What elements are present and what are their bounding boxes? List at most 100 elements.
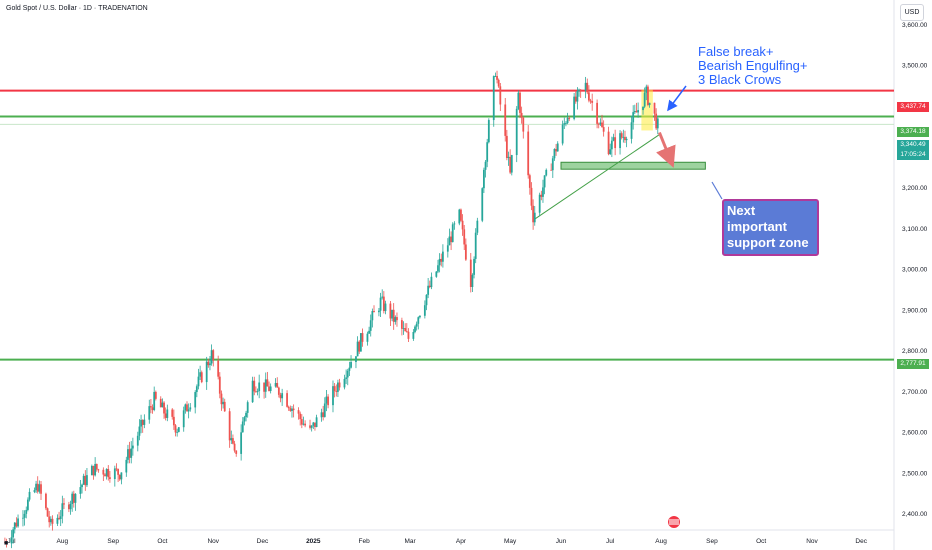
candle-body	[414, 326, 416, 332]
candle-body	[197, 376, 200, 387]
candle-body	[460, 209, 462, 221]
x-tick-label: Nov	[207, 538, 219, 545]
candle-body	[71, 493, 74, 504]
candle-body	[176, 431, 179, 433]
x-tick-label: Sep	[706, 538, 718, 545]
candle-body	[407, 331, 410, 339]
candle-body	[504, 104, 507, 136]
pattern-annotation: False break+ Bearish Engulfing+ 3 Black …	[698, 44, 808, 87]
candle-body	[355, 356, 357, 363]
candle-body	[561, 124, 564, 144]
candle-body	[86, 475, 88, 486]
candle-body	[194, 392, 197, 408]
candle-body	[448, 236, 451, 246]
candle-body	[624, 136, 626, 141]
candle-body	[256, 391, 259, 392]
candle-body	[609, 149, 612, 155]
candle-body	[104, 474, 106, 477]
candle-body	[143, 419, 146, 425]
candle-body	[187, 409, 190, 412]
candle-body	[58, 517, 60, 520]
candle-body	[486, 142, 489, 162]
candle-body	[578, 89, 580, 92]
candle-body	[425, 294, 428, 306]
candle-body	[241, 421, 244, 433]
rising-trendline	[532, 134, 660, 221]
candle-body	[543, 175, 546, 188]
candle-body	[195, 386, 198, 393]
candle-body	[79, 487, 82, 494]
candle-body	[279, 394, 282, 399]
candle-body	[161, 402, 164, 408]
candle-body	[25, 509, 28, 514]
candle-body	[315, 417, 318, 427]
candle-body	[568, 117, 571, 119]
candle-body	[230, 438, 233, 441]
candle-body	[450, 236, 453, 243]
candle-body	[382, 296, 385, 312]
candle-body	[384, 303, 387, 312]
candle-body	[300, 419, 303, 425]
candle-body	[292, 408, 295, 411]
candle-body	[499, 86, 502, 105]
candle-body	[163, 402, 165, 414]
candle-body	[614, 137, 617, 149]
candle-body	[245, 412, 247, 418]
x-tick-label: May	[504, 538, 517, 545]
candle-body	[164, 413, 167, 418]
candle-body	[51, 518, 54, 524]
x-tick-label: Oct	[756, 538, 766, 545]
candle-body	[517, 92, 520, 109]
candle-body	[635, 110, 638, 113]
currency-button[interactable]: USD	[900, 4, 924, 21]
candle-body	[630, 122, 633, 139]
candle-body	[335, 390, 338, 392]
candle-body	[314, 422, 316, 427]
candle-body	[172, 416, 175, 426]
candle-body	[404, 328, 407, 332]
candle-body	[5, 542, 8, 544]
y-tick-label: 2,800.00	[902, 348, 928, 355]
candle-body	[476, 220, 479, 233]
candle-body	[182, 410, 185, 428]
candle-body	[171, 409, 174, 417]
candle-body	[446, 245, 449, 252]
candle-body	[325, 396, 328, 404]
candle-body	[648, 102, 651, 105]
candle-body	[302, 423, 305, 425]
x-tick-label: Aug	[655, 538, 667, 545]
candle-body	[120, 472, 123, 480]
candle-body	[481, 188, 484, 221]
candle-body	[45, 493, 47, 509]
candle-body	[440, 258, 443, 262]
support-zone-annotation: Next important support zone	[722, 199, 819, 256]
candle-body	[320, 412, 323, 418]
candle-body	[519, 92, 521, 113]
y-tick-label: 2,600.00	[902, 430, 928, 437]
candle-body	[563, 123, 566, 125]
candle-body	[471, 274, 474, 287]
candle-body	[109, 477, 111, 480]
candle-body	[532, 205, 535, 223]
candle-body	[647, 86, 649, 105]
candle-body	[612, 137, 615, 141]
candle-body	[56, 517, 59, 524]
candle-body	[338, 382, 341, 388]
candle-body	[102, 469, 105, 475]
candle-body	[601, 122, 603, 128]
candle-body	[217, 360, 220, 377]
candle-body	[186, 404, 188, 412]
candle-body	[402, 328, 405, 329]
candle-body	[602, 127, 605, 132]
y-tick-label: 3,200.00	[902, 185, 928, 192]
candle-body	[12, 529, 15, 538]
candle-body	[345, 377, 348, 379]
candle-body	[358, 341, 361, 352]
candle-body	[140, 419, 142, 427]
candle-body	[274, 382, 277, 387]
candle-body	[63, 503, 65, 505]
candle-body	[423, 305, 426, 316]
candle-body	[643, 92, 646, 107]
candle-body	[299, 413, 302, 420]
